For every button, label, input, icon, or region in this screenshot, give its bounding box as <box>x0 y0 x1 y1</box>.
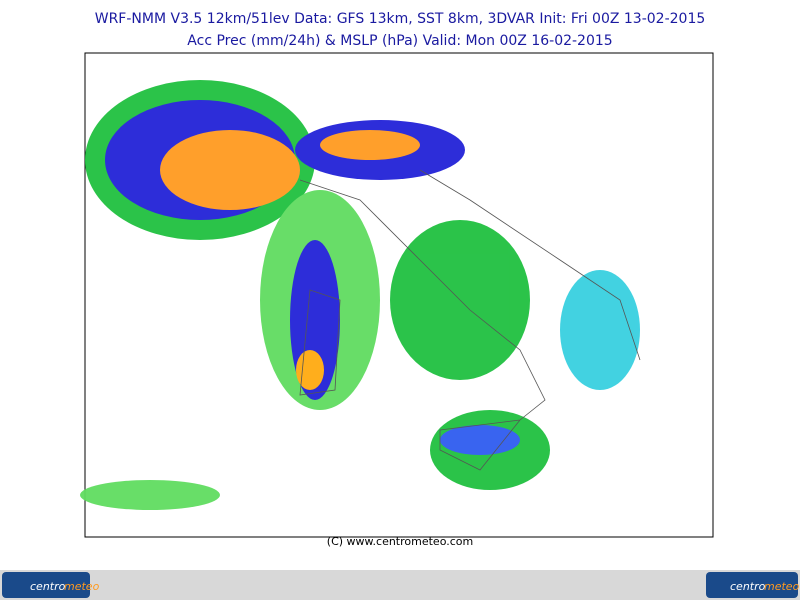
credit: (C) www.centrometeo.com <box>327 535 473 548</box>
footer-bar <box>0 570 800 600</box>
logo-right: centro meteo <box>706 572 800 598</box>
logo-text: meteo <box>64 580 100 593</box>
logo-text: meteo <box>764 580 800 593</box>
logo-left: centro meteo <box>2 572 100 598</box>
logo-text: centro <box>30 580 66 593</box>
title-line: WRF-NMM V3.5 12km/51lev Data: GFS 13km, … <box>95 11 706 27</box>
coastline <box>299 169 641 471</box>
precip-field <box>80 80 640 510</box>
logo-text: centro <box>730 580 766 593</box>
subtitle-line: Acc Prec (mm/24h) & MSLP (hPa) Valid: Mo… <box>187 33 612 49</box>
